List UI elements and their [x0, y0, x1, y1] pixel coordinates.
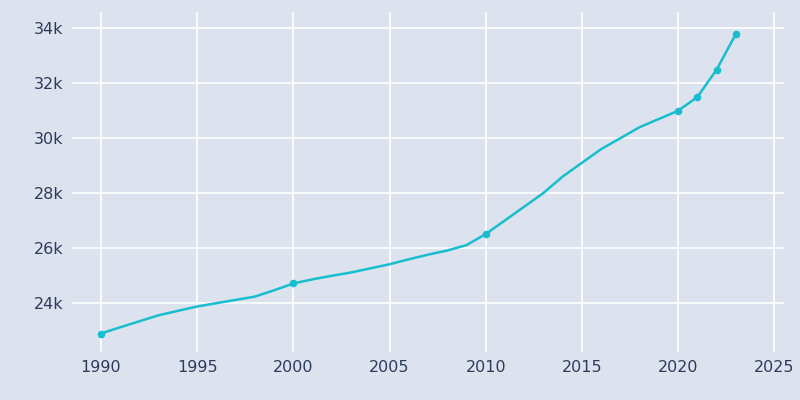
Point	[94, 330, 107, 337]
Point	[710, 66, 723, 73]
Point	[672, 108, 685, 114]
Point	[479, 231, 492, 237]
Point	[730, 31, 742, 37]
Point	[691, 94, 704, 100]
Point	[287, 280, 300, 287]
